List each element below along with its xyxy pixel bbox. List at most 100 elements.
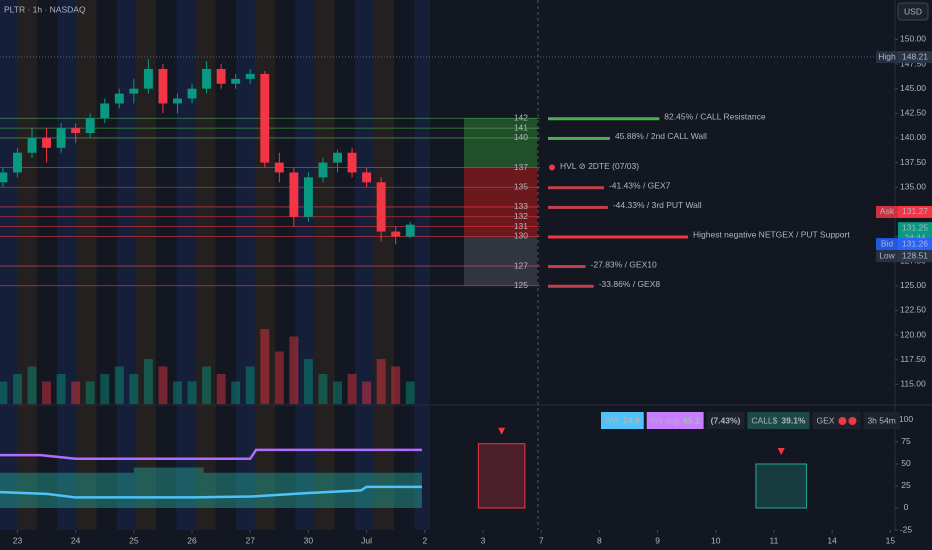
y-tick-label: 122.50 bbox=[900, 305, 926, 315]
price-tag bbox=[898, 205, 932, 218]
level-label: 135 bbox=[514, 181, 528, 191]
candle-body bbox=[216, 68, 226, 84]
volume-bar bbox=[56, 374, 66, 404]
gex-label: 82.45% / CALL Resistance bbox=[664, 111, 766, 121]
candle-body bbox=[391, 231, 401, 237]
level-label: 132 bbox=[514, 211, 528, 221]
candle-body bbox=[376, 182, 386, 232]
candle-body bbox=[245, 73, 255, 79]
level-label: 131 bbox=[514, 221, 528, 231]
info-chip bbox=[646, 412, 704, 429]
level-label: 133 bbox=[514, 201, 528, 211]
x-tick-label: Jul bbox=[361, 535, 372, 545]
volume-bar bbox=[100, 374, 110, 404]
candle-body bbox=[347, 152, 357, 173]
gex-zone bbox=[464, 167, 537, 237]
y-tick-label: 145.00 bbox=[900, 83, 926, 93]
y-tick-label: 137.50 bbox=[900, 157, 926, 167]
candle-body bbox=[27, 137, 37, 153]
tag-label-bg bbox=[876, 238, 898, 251]
candle-body bbox=[318, 162, 328, 178]
volume-bar bbox=[143, 359, 153, 404]
price-tag-value: 131.27 bbox=[902, 206, 928, 216]
x-tick-label: 11 bbox=[770, 535, 779, 545]
x-tick-label: 10 bbox=[711, 535, 721, 545]
currency[interactable]: USD bbox=[904, 6, 922, 16]
y-tick-label: 117.50 bbox=[900, 354, 926, 364]
price-tag-value: 148.21 bbox=[902, 51, 928, 61]
y2-tick-label: 75 bbox=[901, 436, 911, 446]
candle-body bbox=[289, 172, 299, 217]
gex-bar bbox=[548, 265, 586, 269]
candle-body bbox=[12, 152, 22, 173]
x-tick-label: 14 bbox=[827, 535, 837, 545]
info-name: IVx avg bbox=[651, 415, 680, 425]
level-label: 141 bbox=[514, 122, 528, 132]
y2-tick-label: 50 bbox=[901, 458, 911, 468]
info-value: 65.2 bbox=[683, 415, 700, 425]
info-chip bbox=[812, 412, 861, 429]
gex-zone bbox=[464, 236, 537, 286]
hvl-dot bbox=[549, 164, 555, 171]
x-tick-label: 23 bbox=[13, 535, 23, 545]
gex-bar bbox=[548, 284, 594, 288]
tag-label: Low bbox=[879, 250, 895, 260]
gex-bar bbox=[548, 186, 604, 190]
candle-body bbox=[143, 68, 153, 89]
level-label: 137 bbox=[514, 162, 528, 172]
y2-tick-label: 0 bbox=[904, 502, 909, 512]
volume-bar bbox=[187, 381, 197, 404]
volume-bar bbox=[0, 381, 8, 404]
x-tick-label: 24 bbox=[71, 535, 81, 545]
volume-bar bbox=[85, 381, 95, 404]
price-tag bbox=[898, 238, 932, 251]
x-tick-label: 30 bbox=[304, 535, 314, 545]
volume-bar bbox=[303, 359, 313, 404]
gex-label: HVL ⊘ 2DTE (07/03) bbox=[560, 161, 639, 171]
currency-button[interactable] bbox=[897, 2, 929, 21]
y-tick-label: 140.00 bbox=[900, 132, 926, 142]
candle-body bbox=[42, 137, 52, 148]
x-tick-label: 9 bbox=[655, 535, 660, 545]
candle-body bbox=[85, 118, 95, 134]
gex-label: 45.88% / 2nd CALL Wall bbox=[615, 131, 707, 141]
volume-bar bbox=[274, 351, 284, 404]
volume-bar bbox=[376, 359, 386, 404]
gex-label: -33.86% / GEX8 bbox=[599, 279, 661, 289]
info-value: (7.43%) bbox=[711, 415, 741, 425]
candle-body bbox=[71, 128, 81, 134]
gex-label: Highest negative NETGEX / PUT Support bbox=[693, 230, 850, 240]
tag-label-bg bbox=[876, 51, 898, 64]
volume-bar bbox=[245, 366, 255, 404]
x-tick-label: 27 bbox=[245, 535, 255, 545]
info-name: 3h 54m bbox=[867, 415, 895, 425]
chart-title: PLTR · 1h · NASDAQ bbox=[4, 4, 86, 14]
session-background bbox=[0, 0, 430, 530]
y-tick-label: 150.00 bbox=[900, 34, 926, 44]
info-chip bbox=[601, 412, 644, 429]
price-tag-value: 131.25 bbox=[902, 222, 928, 232]
candle-body bbox=[333, 152, 342, 163]
gex-label: -27.83% / GEX10 bbox=[591, 259, 657, 269]
x-tick-label: 8 bbox=[597, 535, 602, 545]
x-tick-label: 7 bbox=[539, 535, 544, 545]
volume-bar bbox=[216, 374, 226, 404]
x-tick-label: 2 bbox=[422, 535, 427, 545]
x-tick-label: 26 bbox=[187, 535, 197, 545]
candle-body bbox=[274, 162, 284, 173]
candle-body bbox=[56, 128, 66, 148]
volume-bar bbox=[71, 381, 81, 404]
y2-tick-label: 100 bbox=[899, 414, 913, 424]
price-tag-value: 131.26 bbox=[902, 238, 928, 248]
gex-bar bbox=[548, 117, 660, 121]
candle-body bbox=[0, 172, 8, 183]
signal-marker bbox=[498, 427, 506, 435]
level-label: 140 bbox=[514, 132, 528, 142]
level-label: 142 bbox=[514, 112, 528, 122]
volume-bar bbox=[114, 366, 124, 404]
y-tick-label: 142.50 bbox=[900, 108, 926, 118]
volume-bar bbox=[27, 366, 37, 404]
tag-label-bg bbox=[876, 250, 898, 263]
candle-body bbox=[303, 177, 313, 217]
signal-box bbox=[755, 463, 808, 509]
